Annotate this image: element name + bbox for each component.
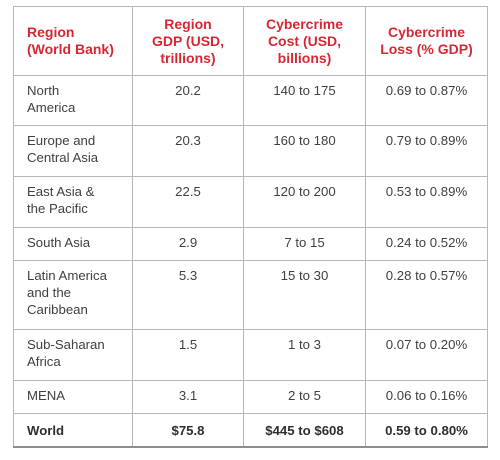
region-line: North [27,83,60,98]
region-line: and the [27,285,71,300]
header-loss-line: Loss (% GDP) [380,41,473,57]
region-line: Europe and [27,133,96,148]
header-cost-line: Cost (USD, [267,32,342,49]
cost-cell: 7 to 15 [243,227,366,261]
loss-cell: 0.06 to 0.16% [365,380,488,414]
loss-cell: 0.69 to 0.87% [365,75,488,126]
region-line: Africa [27,354,61,369]
table-row: North America 20.2 140 to 175 0.69 to 0.… [13,75,488,126]
region-cell: Latin America and the Caribbean [13,260,133,330]
gdp-cell: 5.3 [132,260,244,330]
loss-cell: 0.28 to 0.57% [365,260,488,330]
table-row: Latin America and the Caribbean 5.3 15 t… [13,260,488,330]
region-line: Central Asia [27,150,99,165]
cost-cell: 2 to 5 [243,380,366,414]
region-line: Caribbean [27,302,88,317]
loss-cell: 0.07 to 0.20% [365,329,488,381]
header-gdp-line: Region [164,15,212,32]
gdp-cell: 3.1 [132,380,244,414]
table-row: East Asia & the Pacific 22.5 120 to 200 … [13,176,488,228]
cybercrime-table-container: Region (World Bank) Region GDP (USD, tri… [13,6,488,448]
loss-cell: 0.79 to 0.89% [365,125,488,177]
cost-cell: 1 to 3 [243,329,366,381]
table-row: South Asia 2.9 7 to 15 0.24 to 0.52% [13,227,488,261]
region-cell: MENA [13,380,133,414]
total-loss-cell: 0.59 to 0.80% [365,413,488,448]
region-line: MENA [27,388,66,403]
loss-cell: 0.24 to 0.52% [365,227,488,261]
total-cost-cell: $445 to $608 [243,413,366,448]
table-row: MENA 3.1 2 to 5 0.06 to 0.16% [13,380,488,414]
region-cell: East Asia & the Pacific [13,176,133,228]
cost-cell: 15 to 30 [243,260,366,330]
header-region-line: Region [27,24,75,40]
header-row: Region (World Bank) Region GDP (USD, tri… [13,6,488,76]
loss-cell: 0.53 to 0.89% [365,176,488,228]
total-row: World $75.8 $445 to $608 0.59 to 0.80% [13,413,488,448]
cost-cell: 120 to 200 [243,176,366,228]
cost-cell: 140 to 175 [243,75,366,126]
header-gdp: Region GDP (USD, trillions) [132,6,244,76]
region-cell: Sub-Saharan Africa [13,329,133,381]
header-region-line: (World Bank) [27,41,114,57]
header-cost-line: Cybercrime [265,15,344,32]
region-line: South Asia [27,235,91,250]
total-region-cell: World [13,413,133,448]
region-line: East Asia & [27,184,95,199]
gdp-cell: 20.2 [132,75,244,126]
total-gdp-cell: $75.8 [132,413,244,448]
header-cost-line: billions) [277,49,332,66]
gdp-cell: 2.9 [132,227,244,261]
region-cell: Europe and Central Asia [13,125,133,177]
cost-cell: 160 to 180 [243,125,366,177]
header-gdp-line: GDP (USD, [151,32,225,49]
cybercrime-cost-table: Region (World Bank) Region GDP (USD, tri… [13,6,488,448]
table-row: Sub-Saharan Africa 1.5 1 to 3 0.07 to 0.… [13,329,488,381]
region-line: Latin America [27,268,107,283]
gdp-cell: 20.3 [132,125,244,177]
region-line: Sub-Saharan [27,337,105,352]
header-region: Region (World Bank) [13,6,133,76]
header-loss: Cybercrime Loss (% GDP) [365,6,488,76]
region-line: America [27,100,76,115]
region-cell: South Asia [13,227,133,261]
header-gdp-line: trillions) [160,49,216,66]
header-cost: Cybercrime Cost (USD, billions) [243,6,366,76]
gdp-cell: 22.5 [132,176,244,228]
gdp-cell: 1.5 [132,329,244,381]
header-loss-line: Cybercrime [387,24,466,40]
region-line: the Pacific [27,201,88,216]
region-cell: North America [13,75,133,126]
table-row: Europe and Central Asia 20.3 160 to 180 … [13,125,488,177]
